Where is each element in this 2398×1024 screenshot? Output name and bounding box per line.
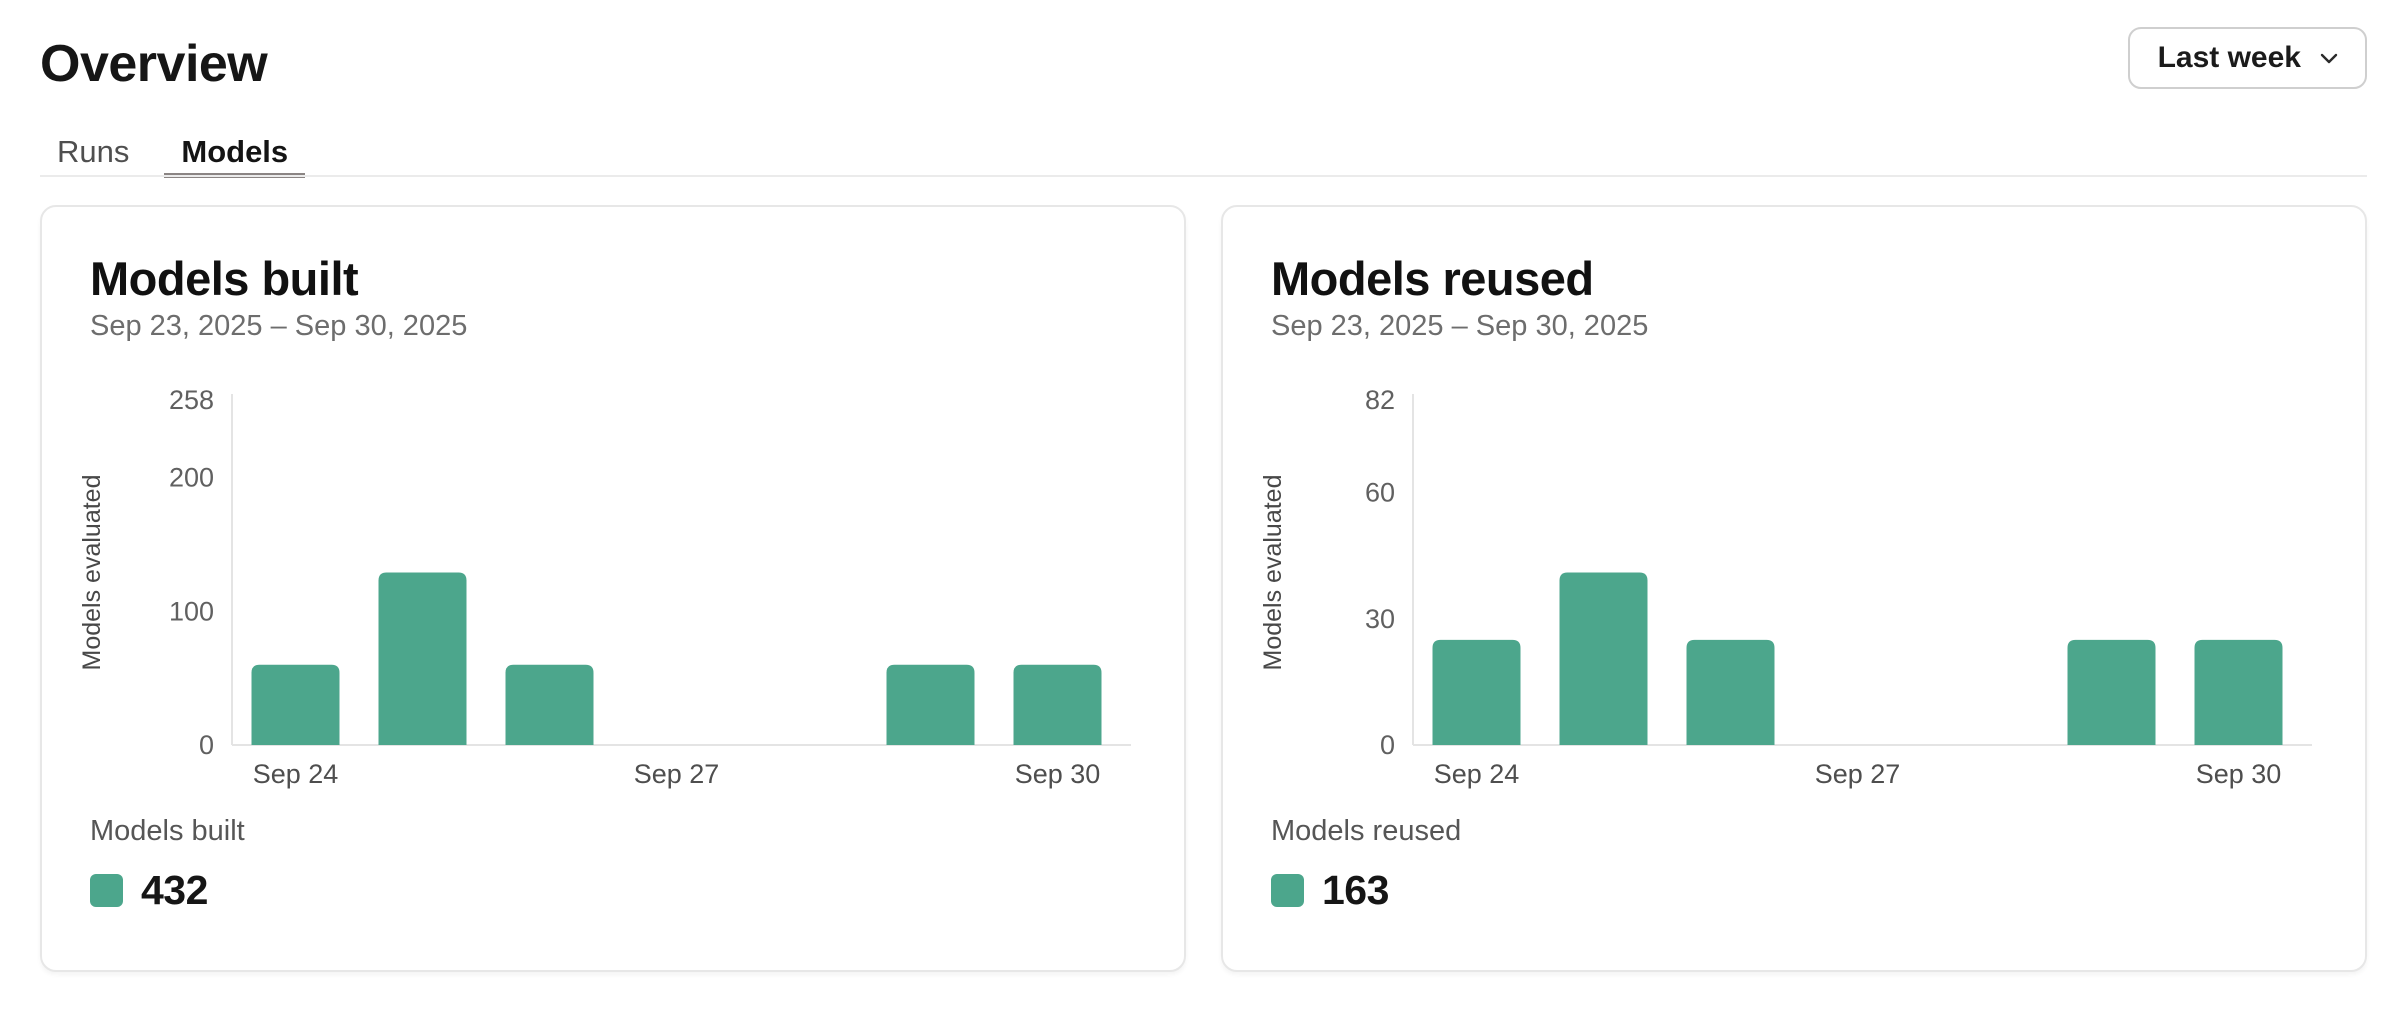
legend-row: 163 [1271,867,1389,914]
card-title: Models built [90,252,359,305]
card-date-range: Sep 23, 2025 – Sep 30, 2025 [90,310,468,342]
svg-text:82: 82 [1365,385,1395,415]
svg-text:Sep 30: Sep 30 [1015,759,1101,789]
svg-text:Sep 24: Sep 24 [253,759,339,789]
legend-total-value: 432 [141,867,208,913]
svg-text:Sep 24: Sep 24 [1434,759,1520,789]
period-selector-label: Last week [2157,41,2301,74]
svg-text:258: 258 [169,385,214,415]
period-selector-button[interactable]: Last week [2127,27,2367,89]
legend-swatch [1271,874,1304,907]
models-built-bar-chart: 0 100 200 258 Models evaluated Sep 24 Sep 27 Se… [78,385,1131,789]
svg-text:60: 60 [1365,478,1395,508]
tab-runs[interactable]: Runs [40,127,146,177]
tab-models-label: Models [181,134,289,169]
svg-text:Sep 27: Sep 27 [634,759,720,789]
svg-text:Models evaluated: Models evaluated [1259,475,1287,671]
tab-models[interactable]: Models [164,127,306,178]
models-built-card: 0 100 200 258 Models evaluated Sep 24 Sep 27 Se… [40,205,1186,972]
legend-row: 432 [90,867,208,914]
tab-runs-label: Runs [57,134,130,169]
legend-swatch [90,874,123,907]
svg-text:0: 0 [1380,730,1395,760]
svg-text:Sep 27: Sep 27 [1815,759,1901,789]
svg-text:Sep 30: Sep 30 [2196,759,2282,789]
svg-text:30: 30 [1365,604,1395,634]
chevron-down-icon [2320,53,2338,64]
legend-label: Models reused [1271,815,1462,847]
tab-bar: Runs Models [40,127,306,178]
models-reused-card: 0 30 60 82 Models evaluated Sep 24 Sep 27 Sep 3… [1221,205,2367,972]
page-title: Overview [40,35,268,93]
svg-text:100: 100 [169,596,214,626]
tabs-divider [40,175,2367,177]
svg-text:0: 0 [199,730,214,760]
card-date-range: Sep 23, 2025 – Sep 30, 2025 [1271,310,1649,342]
svg-text:Models evaluated: Models evaluated [78,475,106,671]
card-title: Models reused [1271,252,1594,305]
legend-total-value: 163 [1322,867,1389,913]
models-reused-bar-chart: 0 30 60 82 Models evaluated Sep 24 Sep 27 Sep 3… [1259,385,2312,789]
legend-label: Models built [90,815,245,847]
svg-text:200: 200 [169,463,214,493]
